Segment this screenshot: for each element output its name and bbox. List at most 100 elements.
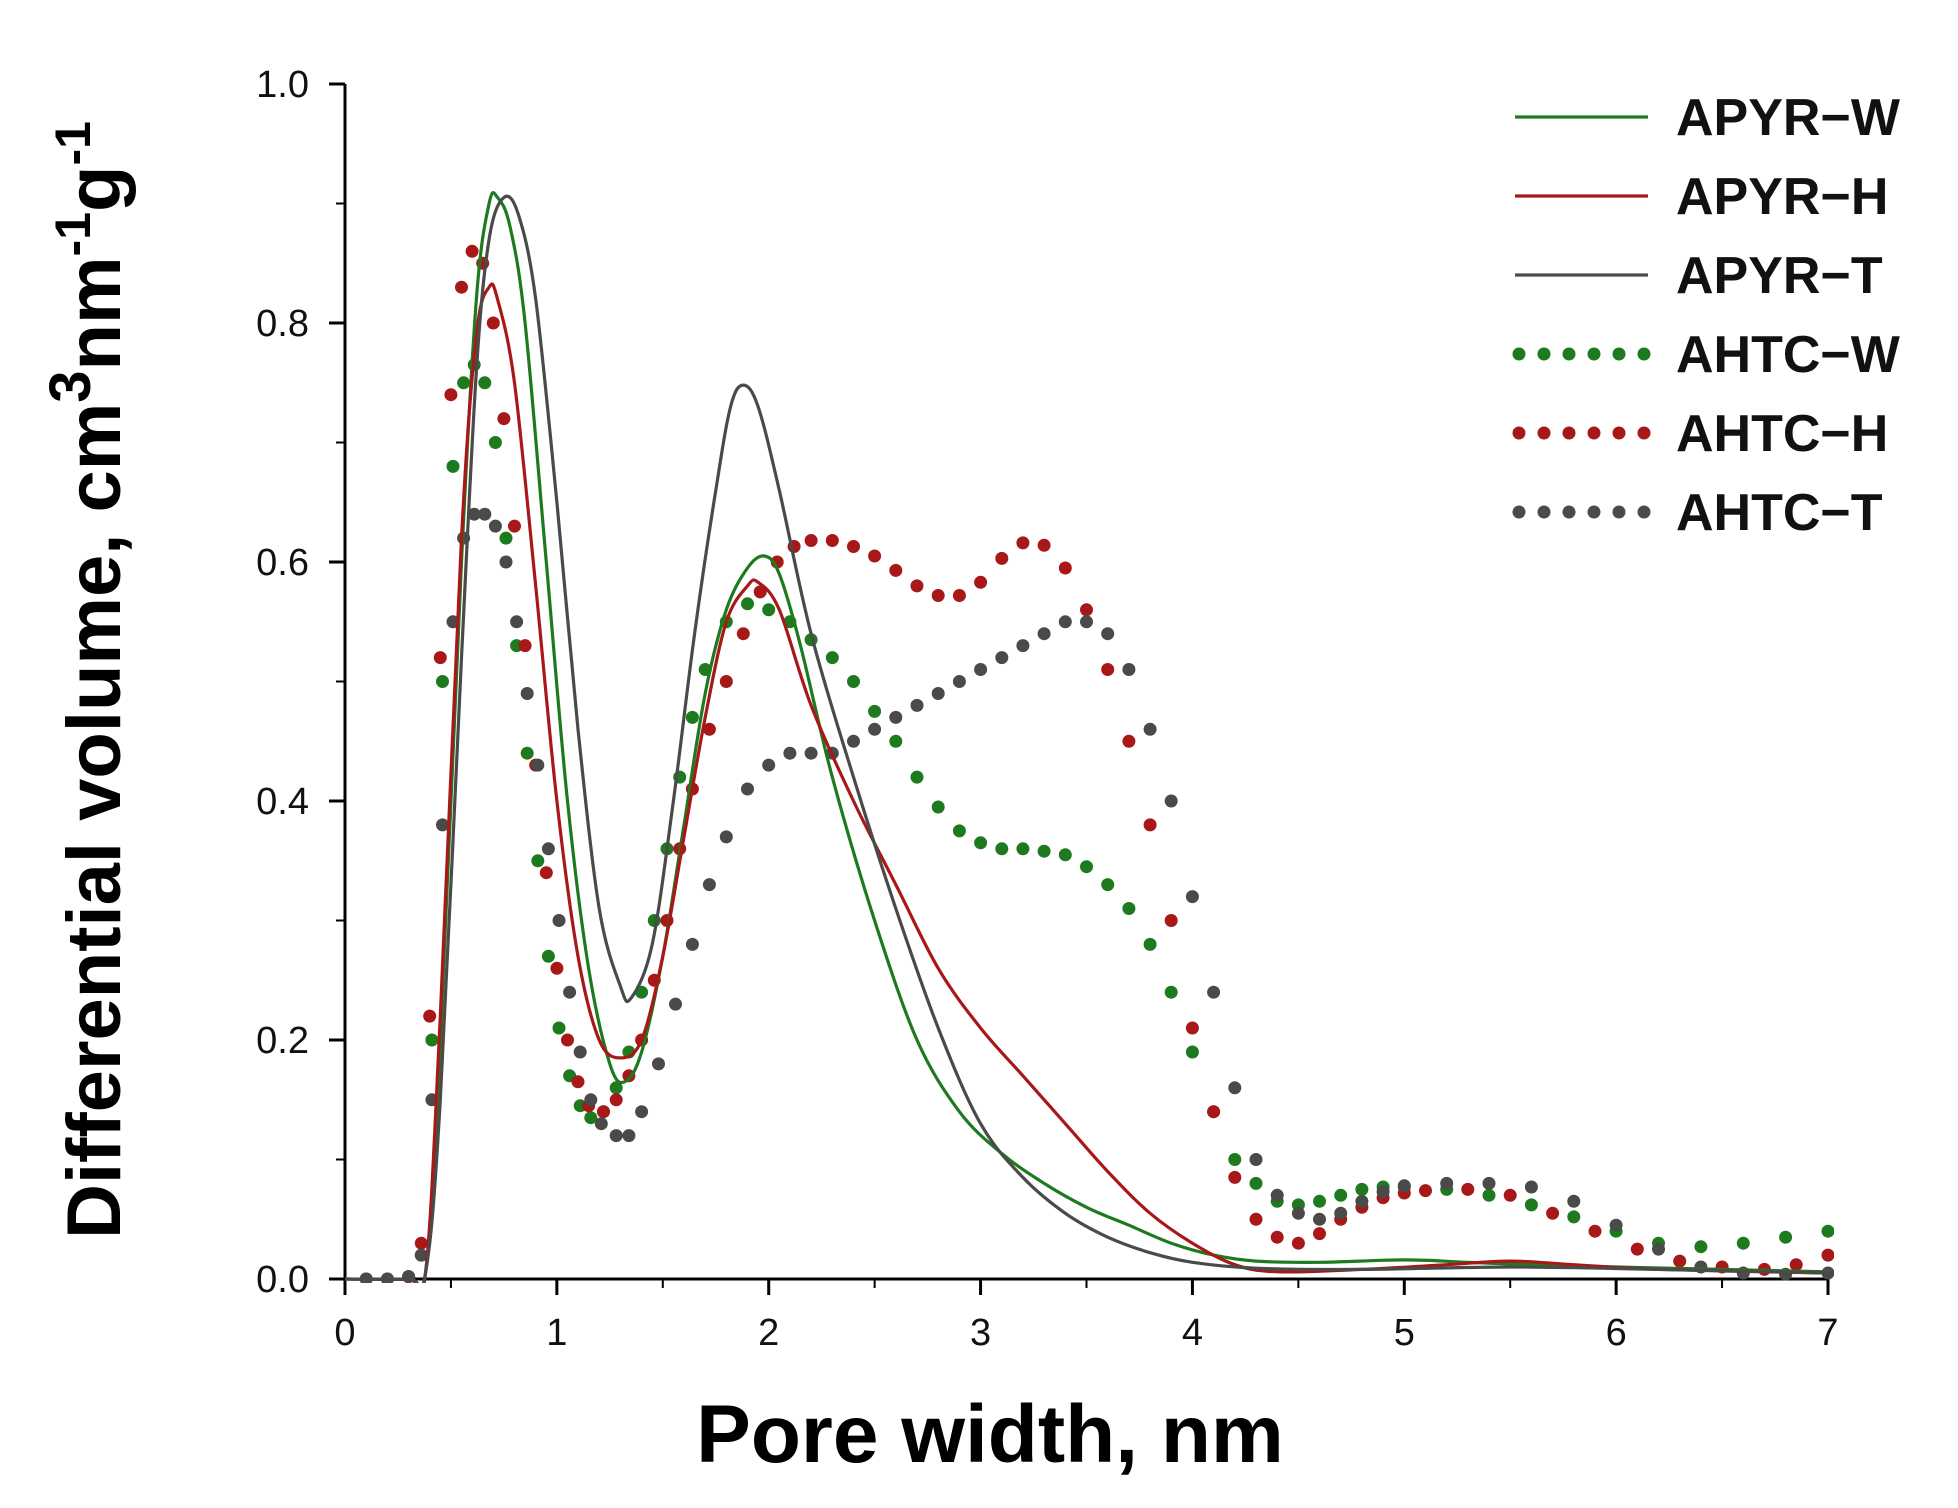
legend: APYR−W APYR−H APYR−T AHTC−W AHTC−H AHTC−T [1512,89,1901,542]
data-point-ahtc-t [847,734,860,748]
y-axis-title-unit3: g [52,166,137,212]
x-tick-label: 1 [546,1312,567,1354]
data-point-ahtc-t [510,615,524,629]
data-point-ahtc-t [1313,1212,1326,1226]
data-point-ahtc-t [804,746,818,760]
legend-item-apyr-w: APYR−W [1515,89,1901,147]
data-point-ahtc-h [910,579,924,593]
legend-swatch-dot [1512,347,1526,361]
data-point-ahtc-h [433,651,447,665]
x-tick-label: 4 [1182,1312,1203,1354]
legend-swatch-dot [1562,505,1576,519]
data-point-ahtc-t [635,1105,649,1119]
data-point-ahtc-h [465,244,479,258]
legend-item-apyr-h: APYR−H [1515,168,1888,226]
data-point-ahtc-t [1122,663,1136,676]
data-point-ahtc-t [1249,1153,1263,1166]
data-point-ahtc-h [423,1009,437,1023]
legend-swatch-dot [1537,347,1551,361]
data-point-ahtc-t [1397,1179,1411,1193]
data-point-ahtc-t [467,507,481,521]
data-point-ahtc-t [563,985,577,999]
data-point-ahtc-w [1482,1188,1496,1202]
data-point-ahtc-h [1546,1206,1560,1220]
data-point-ahtc-w [531,854,545,868]
legend-label: APYR−W [1676,89,1901,147]
data-point-ahtc-h [736,627,750,641]
data-point-ahtc-h [1461,1182,1475,1196]
data-point-ahtc-t [1524,1180,1538,1194]
data-point-ahtc-w [825,651,839,665]
y-tick-label: 0.0 [256,1259,309,1301]
data-point-ahtc-t [499,555,513,569]
data-point-ahtc-h [1821,1248,1834,1262]
legend-swatch-dot [1612,347,1626,361]
data-point-ahtc-t [594,1117,608,1131]
data-point-ahtc-t [889,710,903,724]
data-point-ahtc-h [414,1236,428,1250]
data-point-ahtc-w [552,1021,566,1035]
data-point-ahtc-h [1630,1242,1644,1256]
data-point-ahtc-h [1588,1224,1602,1238]
data-point-ahtc-t [488,519,502,533]
data-point-ahtc-w [446,459,460,473]
data-point-ahtc-h [1164,914,1178,927]
legend-item-ahtc-w: AHTC−W [1512,326,1901,384]
y-axis-title-sup1: 3 [38,370,103,402]
data-point-ahtc-t [1355,1194,1369,1208]
data-point-ahtc-w [685,710,699,724]
data-point-ahtc-w [1016,842,1030,856]
data-point-ahtc-h [1101,663,1115,676]
data-point-ahtc-h [1037,538,1051,552]
data-point-ahtc-w [1779,1230,1793,1244]
data-point-ahtc-h [952,589,966,602]
data-point-ahtc-h [571,1075,585,1089]
data-point-ahtc-t [1080,615,1093,629]
data-point-ahtc-h [1503,1188,1517,1202]
data-point-ahtc-t [1291,1206,1305,1220]
legend-item-ahtc-h: AHTC−H [1512,405,1888,463]
data-point-ahtc-t [910,698,924,712]
data-point-ahtc-t [1101,627,1115,641]
data-point-ahtc-t [1376,1185,1390,1199]
data-point-ahtc-w [1821,1224,1834,1238]
data-point-ahtc-h [1143,818,1157,832]
data-point-ahtc-w [1524,1198,1538,1212]
legend-swatch-dot [1537,426,1551,440]
axes: 0 1 2 3 4 5 6 7 0.0 0.2 0.4 0.6 0.8 1.0 [256,64,1838,1354]
x-tick-label: 0 [334,1312,355,1354]
legend-swatch-dot [1637,347,1651,361]
data-point-ahtc-w [1694,1240,1708,1254]
data-point-ahtc-t [1652,1242,1665,1256]
data-point-ahtc-t [868,722,882,736]
series-line-apyr-t [345,194,1829,1283]
data-point-ahtc-w [541,949,555,963]
series-line-apyr-w [345,191,1829,1283]
data-point-ahtc-h [455,280,468,294]
y-tick-label: 0.6 [256,542,309,584]
x-tick-label: 6 [1606,1312,1627,1354]
data-point-ahtc-w [1185,1045,1199,1059]
data-point-ahtc-t [669,997,682,1011]
legend-swatch-dot [1562,426,1576,440]
data-point-ahtc-w [499,531,513,545]
data-point-ahtc-w [995,842,1009,856]
data-point-ahtc-w [1164,985,1178,999]
data-point-ahtc-t [1164,794,1178,808]
data-point-ahtc-t [652,1057,665,1071]
data-point-ahtc-w [1334,1188,1348,1202]
legend-item-ahtc-t: AHTC−T [1512,484,1883,542]
y-tick-label: 0.8 [256,303,309,345]
data-point-ahtc-t [1016,639,1030,653]
data-point-ahtc-h [974,575,988,589]
data-point-ahtc-h [1313,1227,1326,1241]
legend-swatch-dot [1512,505,1526,519]
y-axis-title-main: Differential volume, cm [52,403,137,1239]
series-layer [345,191,1834,1283]
series-apyr-w [345,191,1829,1283]
data-point-ahtc-w [1101,878,1115,892]
data-point-ahtc-h [497,412,511,426]
data-point-ahtc-t [541,842,555,856]
series-ahtc-w [359,358,1834,1283]
data-point-ahtc-h [868,549,882,563]
